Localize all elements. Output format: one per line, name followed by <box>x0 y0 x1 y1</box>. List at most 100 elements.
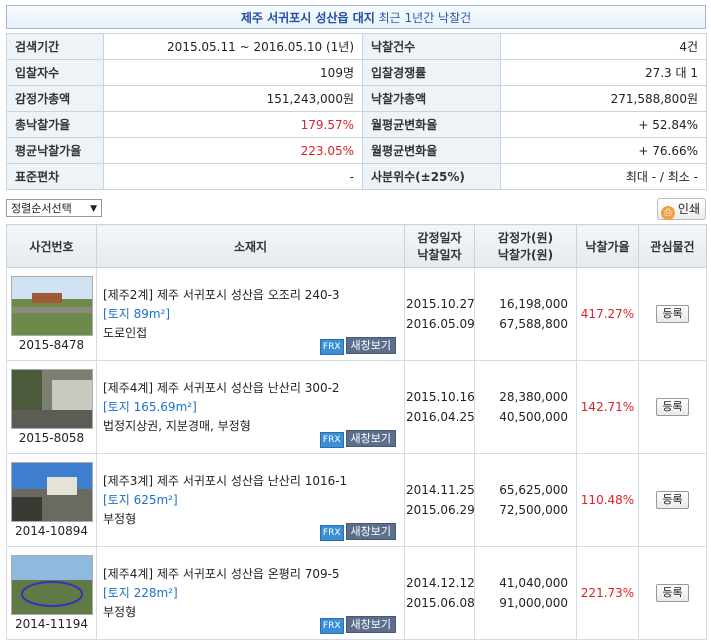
col-dates: 감정일자 낙찰일자 <box>404 224 475 268</box>
summary-label: 총낙찰가율 <box>6 111 104 138</box>
land-area: [토지 228m²] <box>103 585 178 600</box>
table-row[interactable]: 2014-11194 [제주4계] 제주 서귀포시 성산읍 온평리 709-5 … <box>6 546 707 640</box>
prices-cell: 16,198,000 67,588,800 <box>474 267 577 361</box>
sale-price: 72,500,000 <box>499 503 568 517</box>
summary-value: + 52.84% <box>500 111 707 138</box>
property-photo[interactable] <box>11 555 93 615</box>
frx-button[interactable]: FRX <box>319 618 344 634</box>
sale-date: 2015.06.29 <box>406 503 475 517</box>
thumbnail-cell: 2015-8478 <box>6 267 97 361</box>
col-interest: 관심물건 <box>638 224 707 268</box>
summary-label: 표준편차 <box>6 163 104 190</box>
thumbnail-cell: 2014-10894 <box>6 453 97 547</box>
case-number[interactable]: 2014-11194 <box>14 617 89 631</box>
col-appraisal-date: 감정일자 <box>417 231 462 245</box>
appraisal-date: 2014.12.12 <box>406 576 475 590</box>
sale-rate: 142.71% <box>576 360 639 454</box>
property-photo[interactable] <box>11 369 93 429</box>
appraisal-date: 2015.10.16 <box>406 390 475 404</box>
case-number[interactable]: 2015-8058 <box>18 431 85 445</box>
new-window-button[interactable]: 새창보기 <box>345 616 396 633</box>
new-window-button[interactable]: 새창보기 <box>345 523 396 540</box>
register-button[interactable]: 등록 <box>656 305 689 323</box>
table-row[interactable]: 2014-10894 [제주3계] 제주 서귀포시 성산읍 난산리 1016-1… <box>6 453 707 547</box>
land-area: [토지 625m²] <box>103 492 178 507</box>
property-note: 부정형 <box>103 511 137 526</box>
property-photo[interactable] <box>11 462 93 522</box>
summary-value: 2015.05.11 ~ 2016.05.10 (1년) <box>103 33 363 60</box>
land-area: [토지 89m²] <box>103 306 171 321</box>
frx-button[interactable]: FRX <box>319 525 344 541</box>
summary-row: 표준편차 - 사분위수(±25%) 최대 - / 최소 - <box>6 163 707 190</box>
summary-table: 검색기간 2015.05.11 ~ 2016.05.10 (1년) 낙찰건수 4… <box>6 33 707 190</box>
new-window-button[interactable]: 새창보기 <box>345 430 396 447</box>
court-division: [제주3계] <box>103 473 154 488</box>
address-link[interactable]: [제주2계] 제주 서귀포시 성산읍 오조리 240-3 <box>103 286 398 305</box>
col-sale-price: 낙찰가(원) <box>497 248 554 262</box>
summary-row: 입찰자수 109명 입찰경쟁률 27.3 대 1 <box>6 59 707 86</box>
sale-rate: 417.27% <box>576 267 639 361</box>
interest-cell: 등록 <box>638 453 707 547</box>
address-cell: [제주2계] 제주 서귀포시 성산읍 오조리 240-3 [토지 89m²] 도… <box>96 267 405 361</box>
summary-value: - <box>103 163 363 190</box>
dates-cell: 2014.11.25 2015.06.29 <box>404 453 475 547</box>
appraisal-price: 41,040,000 <box>499 576 568 590</box>
sale-rate: 221.73% <box>576 546 639 640</box>
summary-value: 179.57% <box>103 111 363 138</box>
sale-date: 2015.06.08 <box>406 596 475 610</box>
address-link[interactable]: [제주3계] 제주 서귀포시 성산읍 난산리 1016-1 <box>103 472 398 491</box>
dropdown-arrow-icon: ▼ <box>90 204 97 214</box>
col-rate: 낙찰가율 <box>576 224 639 268</box>
address-text: 제주 서귀포시 성산읍 난산리 300-2 <box>156 380 340 395</box>
summary-value: 최대 - / 최소 - <box>500 163 707 190</box>
dates-cell: 2014.12.12 2015.06.08 <box>404 546 475 640</box>
summary-row: 평균낙찰가율 223.05% 월평균변화율 + 76.66% <box>6 137 707 164</box>
summary-label: 사분위수(±25%) <box>362 163 501 190</box>
frx-button[interactable]: FRX <box>319 432 344 448</box>
case-number[interactable]: 2015-8478 <box>18 338 85 352</box>
thumbnail-cell: 2014-11194 <box>6 546 97 640</box>
summary-value: 4건 <box>500 33 707 60</box>
print-icon: ⎙ <box>660 206 675 220</box>
summary-value: 223.05% <box>103 137 363 164</box>
col-address: 소재지 <box>96 224 405 268</box>
print-button[interactable]: ⎙ 인쇄 <box>656 198 706 220</box>
table-row[interactable]: 2015-8058 [제주4계] 제주 서귀포시 성산읍 난산리 300-2 [… <box>6 360 707 454</box>
register-button[interactable]: 등록 <box>656 491 689 509</box>
summary-label: 월평균변화율 <box>362 137 501 164</box>
dates-cell: 2015.10.16 2016.04.25 <box>404 360 475 454</box>
court-division: [제주2계] <box>103 287 154 302</box>
sort-order-label: 정렬순서선택 <box>11 202 72 215</box>
page-title: 제주 서귀포시 성산읍 대지 최근 1년간 낙찰건 <box>6 5 706 29</box>
appraisal-date: 2014.11.25 <box>406 483 475 497</box>
summary-label: 입찰경쟁률 <box>362 59 501 86</box>
frx-button[interactable]: FRX <box>319 339 344 355</box>
summary-label: 낙찰가총액 <box>362 85 501 112</box>
property-photo[interactable] <box>11 276 93 336</box>
case-number[interactable]: 2014-10894 <box>14 524 89 538</box>
title-highlight: 제주 서귀포시 성산읍 대지 <box>240 11 375 25</box>
appraisal-price: 28,380,000 <box>499 390 568 404</box>
col-appraisal-price: 감정가(원) <box>497 231 554 245</box>
address-link[interactable]: [제주4계] 제주 서귀포시 성산읍 난산리 300-2 <box>103 379 398 398</box>
new-window-button[interactable]: 새창보기 <box>345 337 396 354</box>
court-division: [제주4계] <box>103 380 154 395</box>
sale-rate: 110.48% <box>576 453 639 547</box>
register-button[interactable]: 등록 <box>656 584 689 602</box>
property-note: 도로인접 <box>103 325 148 340</box>
summary-row: 총낙찰가율 179.57% 월평균변화율 + 52.84% <box>6 111 707 138</box>
interest-cell: 등록 <box>638 360 707 454</box>
col-prices: 감정가(원) 낙찰가(원) <box>474 224 577 268</box>
summary-value: 271,588,800원 <box>500 85 707 112</box>
register-button[interactable]: 등록 <box>656 398 689 416</box>
sale-price: 40,500,000 <box>499 410 568 424</box>
sale-date: 2016.04.25 <box>406 410 475 424</box>
summary-label: 입찰자수 <box>6 59 104 86</box>
sort-order-select[interactable]: 정렬순서선택 ▼ <box>6 199 102 217</box>
address-link[interactable]: [제주4계] 제주 서귀포시 성산읍 온평리 709-5 <box>103 565 398 584</box>
table-row[interactable]: 2015-8478 [제주2계] 제주 서귀포시 성산읍 오조리 240-3 [… <box>6 267 707 361</box>
summary-label: 검색기간 <box>6 33 104 60</box>
address-cell: [제주3계] 제주 서귀포시 성산읍 난산리 1016-1 [토지 625m²]… <box>96 453 405 547</box>
interest-cell: 등록 <box>638 267 707 361</box>
address-text: 제주 서귀포시 성산읍 온평리 709-5 <box>156 566 340 581</box>
